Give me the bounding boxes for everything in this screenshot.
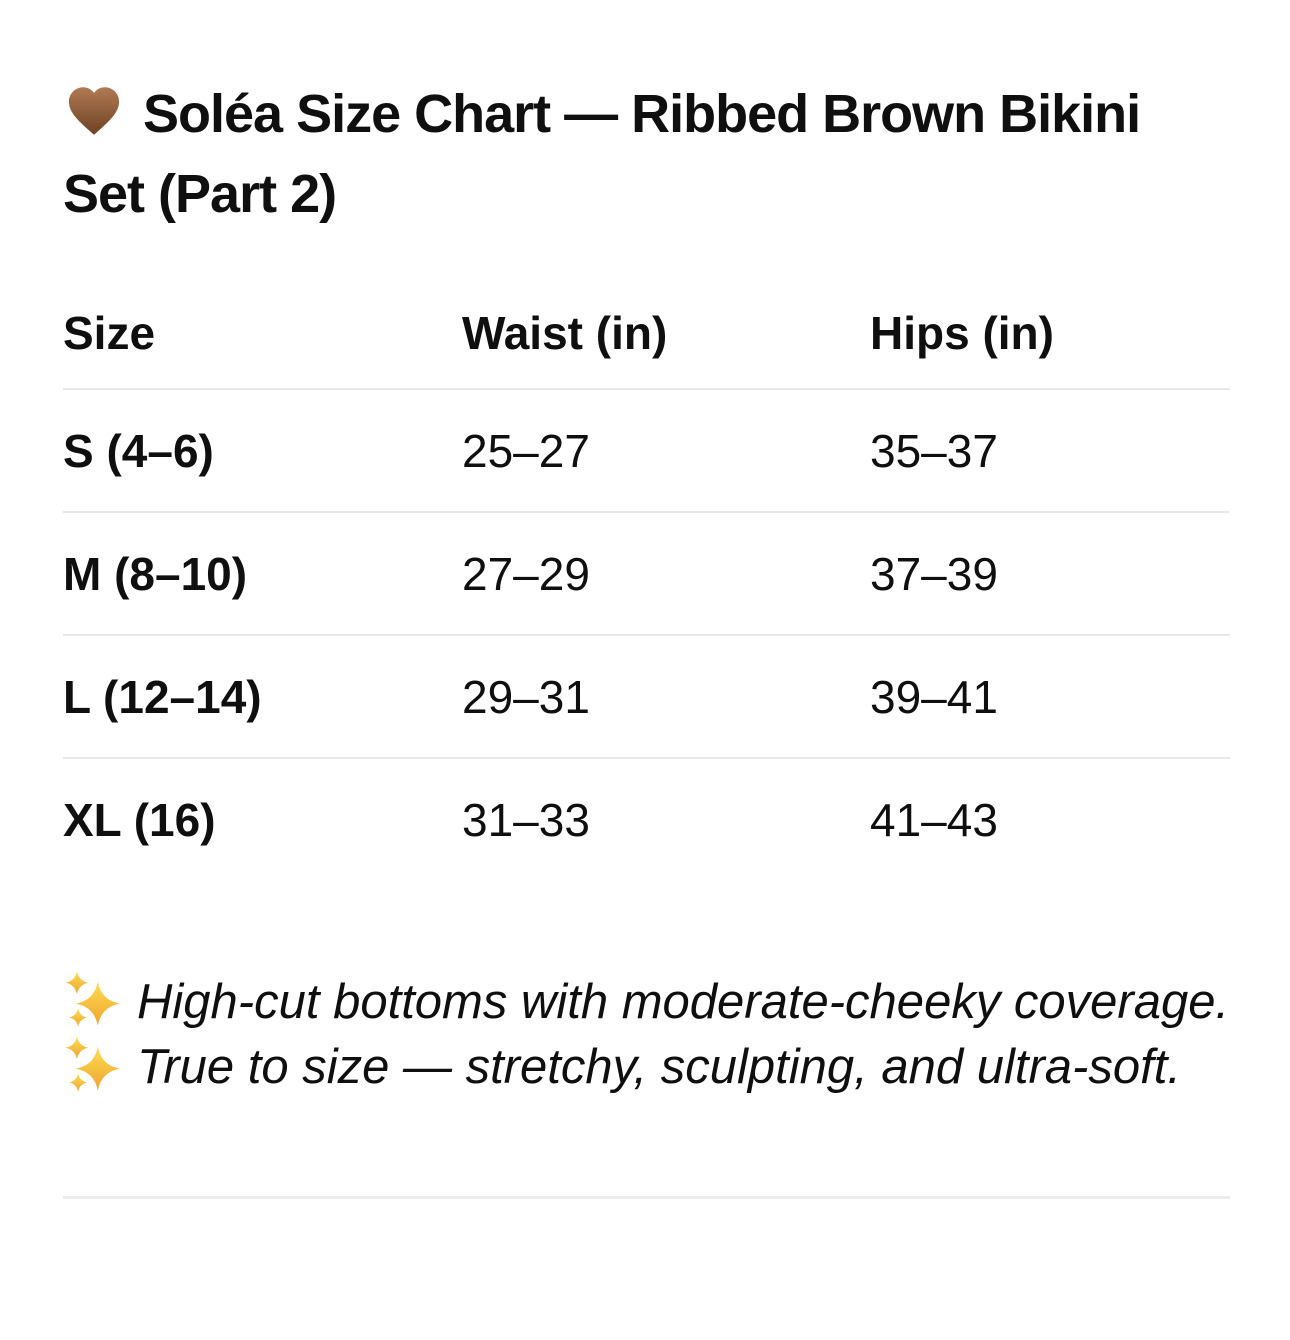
sparkles-icon xyxy=(65,971,120,1027)
column-header-size: Size xyxy=(63,307,156,359)
table-row: XL (16) 31–33 41–43 xyxy=(63,759,1230,880)
note-text: True to size — stretchy, sculpting, and … xyxy=(137,1040,1181,1094)
waist-cell: 25–27 xyxy=(462,424,590,477)
note-line: High-cut bottoms with moderate-cheeky co… xyxy=(63,970,1230,1035)
note-line: True to size — stretchy, sculpting, and … xyxy=(63,1035,1230,1100)
size-cell: XL (16) xyxy=(63,793,216,846)
hips-cell: 37–39 xyxy=(870,547,998,600)
table-row: L (12–14) 29–31 39–41 xyxy=(63,636,1230,759)
page-title-text: Soléa Size Chart — Ribbed Brown Bikini S… xyxy=(63,84,1141,224)
notes-section: High-cut bottoms with moderate-cheeky co… xyxy=(63,970,1230,1100)
brown-heart-icon xyxy=(68,87,120,135)
size-cell: S (4–6) xyxy=(63,424,214,477)
waist-cell: 27–29 xyxy=(462,547,590,600)
bottom-divider xyxy=(63,1196,1230,1199)
table-row: S (4–6) 25–27 35–37 xyxy=(63,390,1230,513)
size-cell: M (8–10) xyxy=(63,547,248,600)
sparkles-icon xyxy=(65,1036,120,1092)
column-header-waist: Waist (in) xyxy=(462,307,668,359)
hips-cell: 41–43 xyxy=(870,793,998,846)
size-table: Size Waist (in) Hips (in) S (4–6) 25–27 … xyxy=(63,278,1230,880)
hips-cell: 39–41 xyxy=(870,670,998,723)
waist-cell: 29–31 xyxy=(462,670,590,723)
size-chart-document: Soléa Size Chart — Ribbed Brown Bikini S… xyxy=(63,74,1230,1199)
note-text: High-cut bottoms with moderate-cheeky co… xyxy=(137,975,1230,1029)
column-header-hips: Hips (in) xyxy=(870,307,1054,359)
page-title: Soléa Size Chart — Ribbed Brown Bikini S… xyxy=(63,74,1230,234)
size-cell: L (12–14) xyxy=(63,670,262,723)
hips-cell: 35–37 xyxy=(870,424,998,477)
waist-cell: 31–33 xyxy=(462,793,590,846)
table-row: M (8–10) 27–29 37–39 xyxy=(63,513,1230,636)
table-header-row: Size Waist (in) Hips (in) xyxy=(63,278,1230,390)
